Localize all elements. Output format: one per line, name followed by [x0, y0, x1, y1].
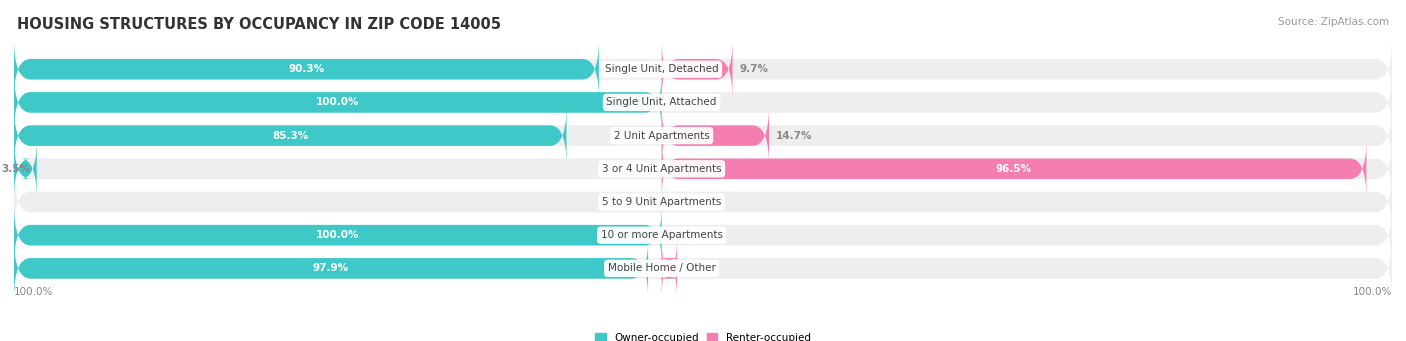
Text: 90.3%: 90.3% [288, 64, 325, 74]
Text: 3 or 4 Unit Apartments: 3 or 4 Unit Apartments [602, 164, 721, 174]
Text: 3.5%: 3.5% [1, 164, 30, 174]
Text: 100.0%: 100.0% [316, 230, 360, 240]
Text: 100.0%: 100.0% [1353, 287, 1392, 297]
Text: 0.0%: 0.0% [669, 230, 697, 240]
FancyBboxPatch shape [14, 173, 1392, 232]
Text: 97.9%: 97.9% [314, 263, 349, 273]
FancyBboxPatch shape [661, 239, 678, 298]
Text: 14.7%: 14.7% [776, 131, 813, 140]
Text: Mobile Home / Other: Mobile Home / Other [607, 263, 716, 273]
Text: 2 Unit Apartments: 2 Unit Apartments [614, 131, 710, 140]
FancyBboxPatch shape [14, 139, 37, 198]
FancyBboxPatch shape [14, 239, 648, 298]
FancyBboxPatch shape [662, 139, 1367, 198]
Text: 100.0%: 100.0% [316, 98, 360, 107]
FancyBboxPatch shape [662, 106, 769, 165]
FancyBboxPatch shape [14, 106, 1392, 165]
Text: 0.0%: 0.0% [669, 98, 697, 107]
Text: 5 to 9 Unit Apartments: 5 to 9 Unit Apartments [602, 197, 721, 207]
Text: Source: ZipAtlas.com: Source: ZipAtlas.com [1278, 17, 1389, 27]
Text: 0.0%: 0.0% [626, 197, 655, 207]
Text: Single Unit, Attached: Single Unit, Attached [606, 98, 717, 107]
Text: 0.0%: 0.0% [669, 197, 697, 207]
FancyBboxPatch shape [14, 106, 567, 165]
FancyBboxPatch shape [14, 73, 1392, 132]
Text: 85.3%: 85.3% [273, 131, 308, 140]
FancyBboxPatch shape [14, 206, 662, 265]
FancyBboxPatch shape [662, 40, 733, 99]
FancyBboxPatch shape [14, 40, 1392, 99]
FancyBboxPatch shape [14, 40, 599, 99]
Text: 2.1%: 2.1% [683, 263, 713, 273]
FancyBboxPatch shape [14, 239, 1392, 298]
FancyBboxPatch shape [14, 206, 1392, 265]
Text: Single Unit, Detached: Single Unit, Detached [605, 64, 718, 74]
Text: 9.7%: 9.7% [740, 64, 769, 74]
FancyBboxPatch shape [14, 139, 1392, 198]
Legend: Owner-occupied, Renter-occupied: Owner-occupied, Renter-occupied [595, 333, 811, 341]
Text: HOUSING STRUCTURES BY OCCUPANCY IN ZIP CODE 14005: HOUSING STRUCTURES BY OCCUPANCY IN ZIP C… [17, 17, 501, 32]
FancyBboxPatch shape [14, 73, 662, 132]
Text: 100.0%: 100.0% [14, 287, 53, 297]
Text: 96.5%: 96.5% [995, 164, 1032, 174]
Text: 10 or more Apartments: 10 or more Apartments [600, 230, 723, 240]
